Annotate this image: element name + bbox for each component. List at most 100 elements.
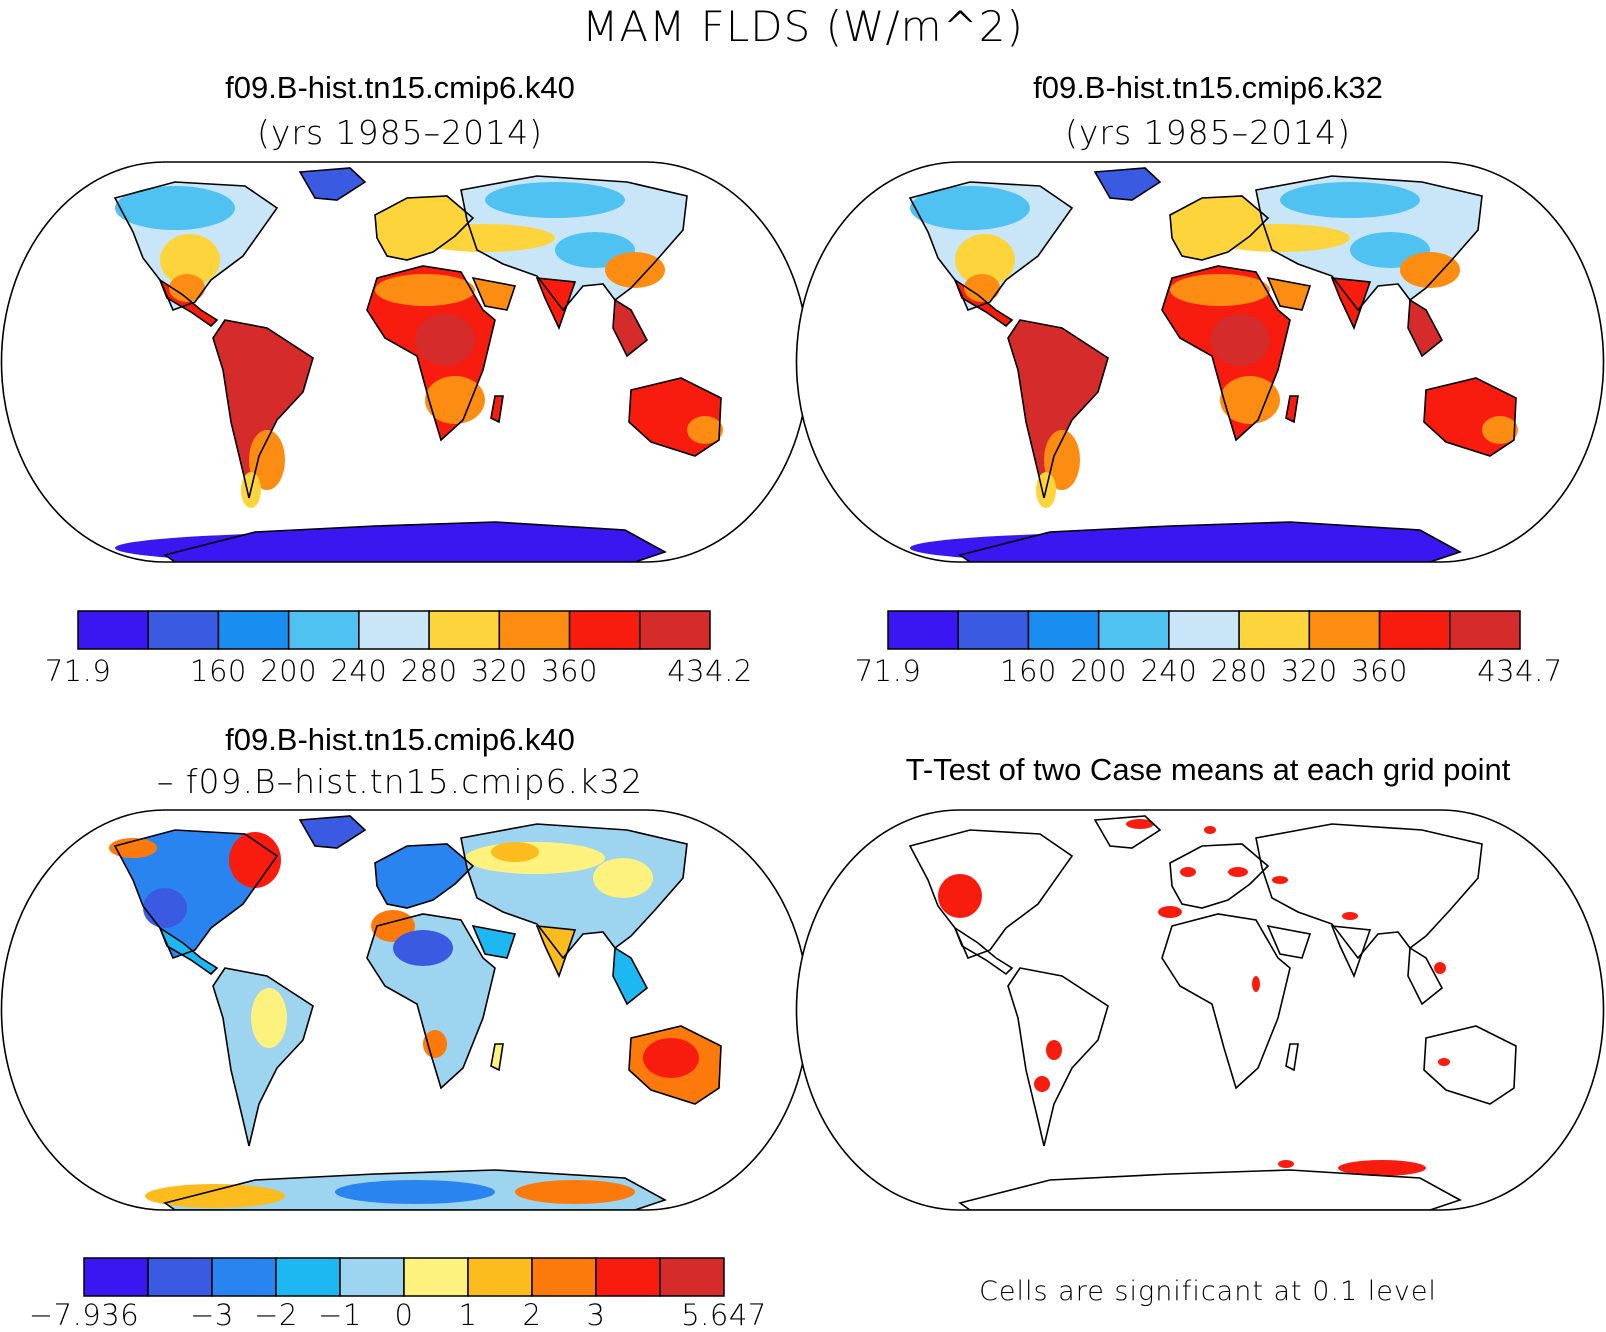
colorbar-swatch — [358, 610, 430, 650]
coastline — [490, 1043, 504, 1072]
panel-title-k32: f09.B-hist.tn15.cmip6.k32 — [1033, 70, 1383, 105]
field-patch — [229, 832, 281, 888]
field-patch — [1210, 314, 1270, 366]
field-patch — [491, 842, 539, 862]
colorbar-tick-label: 5.647 — [681, 1298, 767, 1332]
colorbar-difference — [83, 1257, 725, 1297]
colorbar-tick-label: 0 — [394, 1298, 414, 1332]
field-patch — [415, 224, 555, 252]
colorbar-swatch — [275, 1257, 341, 1297]
colorbar-tick-label: 200 — [1070, 654, 1128, 688]
colorbar-swatch — [531, 1257, 597, 1297]
land-seAsia — [1408, 948, 1442, 1004]
map-k32 — [795, 161, 1605, 563]
colorbar-swatch — [147, 610, 220, 650]
colorbar-tick-label: −2 — [254, 1298, 298, 1332]
map-frame — [795, 809, 1605, 1211]
map-content — [796, 162, 1604, 562]
panel-title-k40: f09.B-hist.tn15.cmip6.k40 — [225, 70, 575, 105]
field-patch — [1220, 376, 1280, 424]
colorbar-swatch — [217, 610, 290, 650]
coastline — [1266, 276, 1312, 311]
colorbar-tick-label: 1 — [458, 1298, 478, 1332]
coastline — [298, 815, 367, 849]
coastline — [1093, 815, 1162, 849]
field-patch — [485, 182, 625, 218]
significant-cell — [1252, 976, 1260, 992]
coastline — [212, 319, 314, 499]
field-patch — [109, 838, 157, 858]
colorbar-tick-label: 240 — [1140, 654, 1198, 688]
significant-cell — [1126, 819, 1154, 829]
panel-title-ttest: T-Test of two Case means at each grid po… — [905, 752, 1511, 787]
colorbar-swatch — [659, 1257, 725, 1297]
coastline — [1407, 298, 1444, 358]
land-india — [1332, 278, 1370, 328]
map-content — [796, 810, 1604, 1210]
land-africa — [1162, 914, 1290, 1088]
colorbar-k32 — [887, 610, 1521, 650]
field-patch — [964, 274, 1000, 302]
field-patch — [249, 430, 285, 490]
land-seAsia — [1408, 300, 1442, 356]
field-patch — [515, 1180, 635, 1204]
coastline — [1423, 1025, 1517, 1105]
coastline — [958, 1169, 1462, 1210]
field-patch — [643, 1038, 699, 1078]
figure-title: MAM FLDS (W/m^2) — [582, 2, 1024, 51]
colorbar-tick-label: 2 — [522, 1298, 542, 1332]
coastline — [113, 829, 279, 960]
coastline — [1285, 1043, 1299, 1072]
map-content — [1, 810, 809, 1210]
colorbar-swatch — [498, 610, 571, 650]
colorbar-tick-label: −3 — [190, 1298, 234, 1332]
coastline — [374, 843, 475, 909]
coastline — [158, 277, 219, 328]
field-patch — [425, 376, 485, 424]
colorbar-swatch — [1238, 610, 1311, 650]
land-europe — [1170, 844, 1268, 908]
colorbar-tick-label: 160 — [190, 654, 247, 688]
coastline — [628, 377, 722, 457]
field-patch — [910, 186, 1030, 230]
field-patch — [1170, 274, 1270, 306]
panel-subtitle-difference: – f09.B–hist.tn15.cmip6.k32 — [156, 762, 644, 801]
colorbar-swatch — [467, 1257, 533, 1297]
colorbar-tick-label: 320 — [1280, 654, 1338, 688]
land-centralAmerica — [160, 928, 217, 974]
land-australia — [1424, 1026, 1516, 1104]
coastline — [908, 181, 1074, 312]
coastline — [958, 521, 1462, 562]
coastline — [298, 167, 367, 201]
land-india — [537, 926, 575, 976]
coastline — [490, 395, 504, 424]
coastline — [1423, 377, 1517, 457]
land-europe — [1170, 196, 1268, 260]
field-patch — [423, 1030, 447, 1058]
significant-cell — [1158, 906, 1182, 918]
colorbar-swatch — [428, 610, 501, 650]
field-patch — [251, 988, 287, 1048]
field-patch — [393, 930, 453, 966]
coastline — [1330, 925, 1372, 979]
coastline — [612, 946, 649, 1006]
field-patch — [593, 858, 653, 898]
colorbar-swatch — [211, 1257, 277, 1297]
colorbar-tick-label: 280 — [1210, 654, 1268, 688]
colorbar-tick-label: 71.9 — [854, 654, 922, 688]
field-patch — [1400, 252, 1460, 288]
land-southAmerica — [213, 320, 313, 498]
coastline — [158, 925, 219, 976]
colorbar-swatch — [83, 1257, 149, 1297]
field-patch — [115, 186, 235, 230]
colorbar-swatch — [339, 1257, 405, 1297]
colorbar-swatch — [887, 610, 959, 650]
field-patch — [415, 314, 475, 366]
coastline — [1007, 967, 1109, 1147]
field-patch — [169, 274, 205, 302]
coastline — [953, 277, 1014, 328]
colorbar-tick-label: 240 — [330, 654, 388, 688]
field-patch — [910, 532, 1430, 562]
land-seAsia — [613, 300, 647, 356]
land-centralAmerica — [955, 928, 1012, 974]
